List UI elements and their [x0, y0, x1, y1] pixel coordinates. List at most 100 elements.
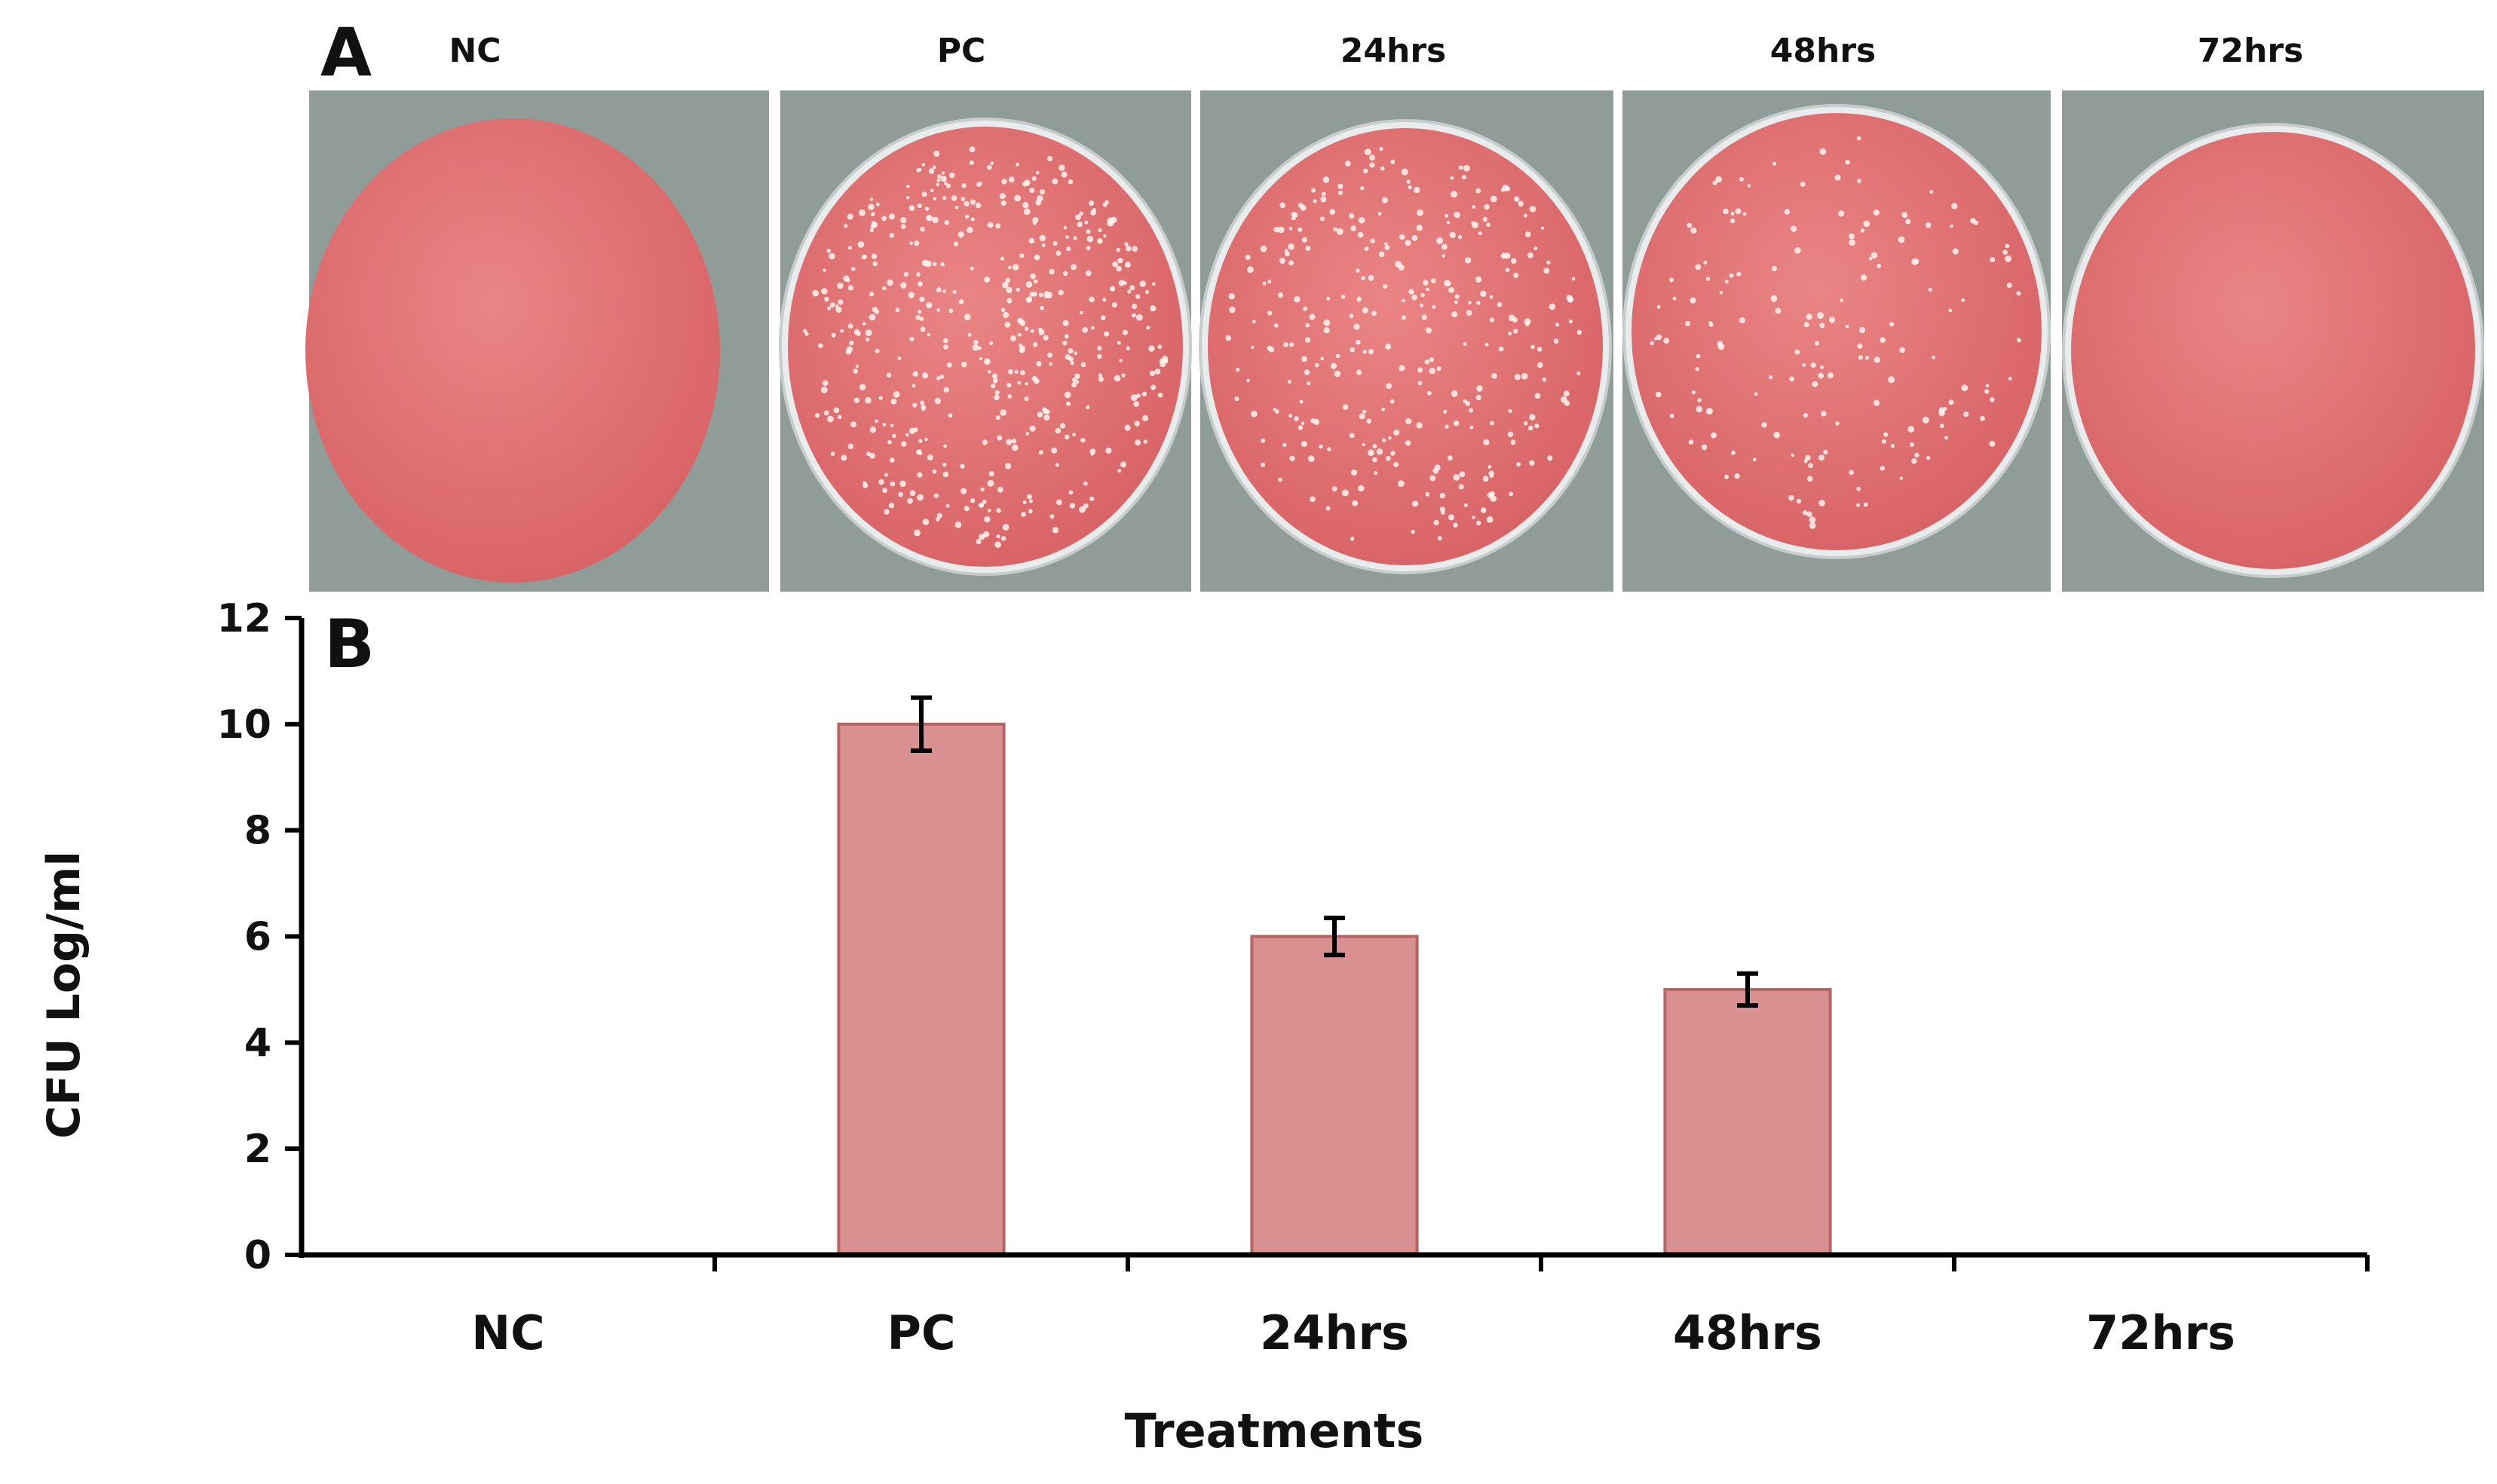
colony — [1877, 263, 1882, 268]
colony — [1372, 444, 1377, 448]
colony — [1723, 208, 1729, 215]
colony — [1922, 416, 1929, 424]
colony — [1563, 390, 1570, 397]
colony — [1399, 234, 1405, 240]
colony — [1810, 362, 1816, 368]
colony — [1120, 461, 1126, 468]
colony — [900, 224, 906, 229]
colony — [944, 220, 950, 225]
colony — [1274, 409, 1279, 414]
colony — [1533, 246, 1538, 251]
colony — [1401, 168, 1408, 176]
colony — [1288, 260, 1294, 266]
colony — [1476, 385, 1483, 392]
colony — [1943, 407, 1947, 411]
colony — [1932, 355, 1936, 360]
colony — [1303, 306, 1308, 311]
colony — [1388, 436, 1392, 440]
colony — [2005, 255, 2011, 262]
colony — [965, 214, 970, 219]
y-tick-label: 2 — [244, 1127, 271, 1172]
colony — [872, 306, 878, 313]
colony — [1320, 196, 1327, 203]
colony — [1909, 442, 1914, 447]
colony — [1476, 520, 1481, 525]
colony — [887, 439, 892, 445]
colony — [1077, 222, 1083, 228]
colony — [2002, 249, 2008, 255]
colony — [1739, 317, 1745, 323]
colony — [906, 185, 910, 188]
colony — [1024, 396, 1029, 402]
colony — [1313, 199, 1317, 203]
colony — [1327, 447, 1331, 451]
colony — [1028, 509, 1033, 514]
colony — [1442, 243, 1448, 250]
colony — [907, 497, 913, 504]
colony — [1360, 186, 1365, 191]
colony — [1486, 222, 1491, 227]
colony — [1395, 261, 1402, 268]
colony — [1555, 323, 1560, 327]
colony — [920, 326, 926, 332]
colony — [802, 329, 807, 334]
colony — [1001, 179, 1007, 185]
colony — [1246, 378, 1250, 382]
colony — [1356, 369, 1362, 375]
colony — [1251, 345, 1255, 350]
colony — [1134, 421, 1140, 427]
colony — [1405, 240, 1411, 246]
colony — [888, 213, 895, 220]
colony — [1273, 323, 1279, 328]
colony — [822, 380, 829, 387]
colony — [1890, 443, 1895, 448]
colony — [1870, 252, 1878, 259]
colony — [1036, 361, 1042, 367]
colony — [1064, 391, 1071, 399]
colony — [1055, 427, 1061, 434]
bar-48hrs — [1663, 987, 1832, 1256]
colony — [1329, 209, 1336, 215]
colony — [984, 516, 991, 523]
colony — [1068, 490, 1074, 495]
colony — [1118, 280, 1125, 286]
colony — [871, 253, 878, 259]
colony — [847, 246, 852, 250]
colony — [1747, 184, 1751, 188]
colony — [823, 410, 829, 416]
colony — [1990, 256, 1996, 262]
colony — [1433, 519, 1439, 526]
colony — [917, 309, 922, 314]
colony — [1863, 502, 1868, 507]
colony — [869, 292, 875, 297]
colony — [1236, 367, 1240, 372]
colony — [1079, 311, 1083, 315]
colony — [1038, 292, 1043, 298]
colony — [1284, 251, 1290, 257]
colony — [926, 301, 933, 309]
colony — [1961, 298, 1965, 302]
x-tick-label: PC — [887, 1305, 956, 1360]
colony — [1319, 216, 1325, 222]
panel-b-letter: B — [324, 605, 375, 683]
colony — [1687, 222, 1693, 228]
colony — [1364, 148, 1371, 156]
colony — [1378, 251, 1385, 258]
colony — [875, 348, 880, 353]
colony — [1063, 226, 1068, 230]
colony — [1084, 220, 1089, 225]
colony — [1368, 449, 1374, 457]
colony — [1300, 204, 1307, 211]
colony — [969, 160, 974, 165]
colony — [1530, 344, 1535, 350]
colony — [1417, 367, 1423, 373]
colony — [872, 221, 875, 225]
colony — [943, 444, 948, 448]
colony — [1162, 355, 1169, 363]
y-tick-label: 12 — [217, 596, 271, 641]
colony — [1277, 226, 1285, 234]
colony — [1356, 296, 1362, 302]
colony — [1411, 529, 1415, 534]
colony — [1025, 382, 1028, 386]
colony — [1301, 421, 1305, 425]
